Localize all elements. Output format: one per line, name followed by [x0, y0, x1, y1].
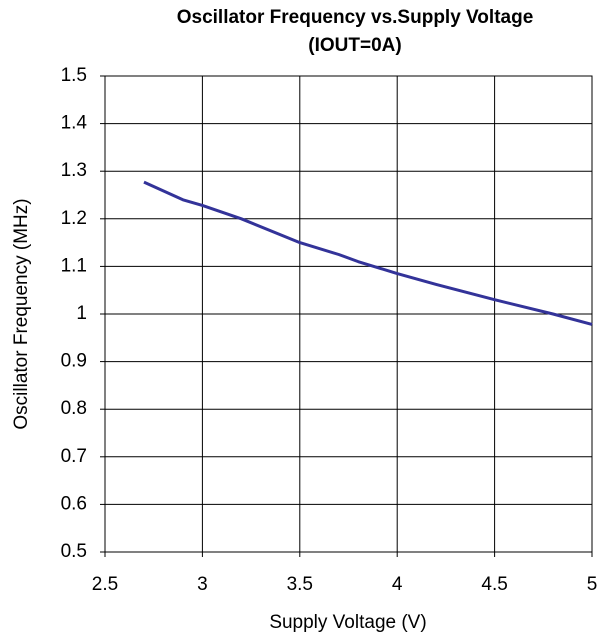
line-series — [143, 180, 593, 326]
y-axis-label: Oscillator Frequency (MHz) — [11, 198, 32, 429]
y-tick-label: 0.9 — [61, 351, 87, 372]
chart-title: Oscillator Frequency vs.Supply Voltage — [177, 7, 534, 28]
chart-subtitle: (IOUT=0A) — [308, 35, 401, 56]
x-axis-label: Supply Voltage (V) — [269, 612, 426, 633]
y-tick-label: 0.6 — [61, 493, 87, 514]
y-tick-label: 1.5 — [61, 65, 87, 86]
y-tick-label: 0.5 — [61, 541, 87, 562]
y-tick-label: 1.4 — [61, 113, 88, 134]
y-tick-label: 0.7 — [61, 446, 87, 467]
x-tick-label: 4 — [392, 574, 403, 595]
y-tick-label: 0.8 — [61, 398, 87, 419]
y-tick-label: 1.1 — [61, 255, 87, 276]
x-tick-label: 5 — [587, 574, 598, 595]
x-tick-label: 3.5 — [287, 574, 313, 595]
x-tick-label: 4.5 — [481, 574, 507, 595]
x-tick-label: 3 — [197, 574, 208, 595]
x-tick-label: 2.5 — [92, 574, 118, 595]
y-tick-label: 1.3 — [61, 160, 87, 181]
y-tick-label: 1 — [76, 303, 87, 324]
y-tick-label: 1.2 — [61, 208, 87, 229]
